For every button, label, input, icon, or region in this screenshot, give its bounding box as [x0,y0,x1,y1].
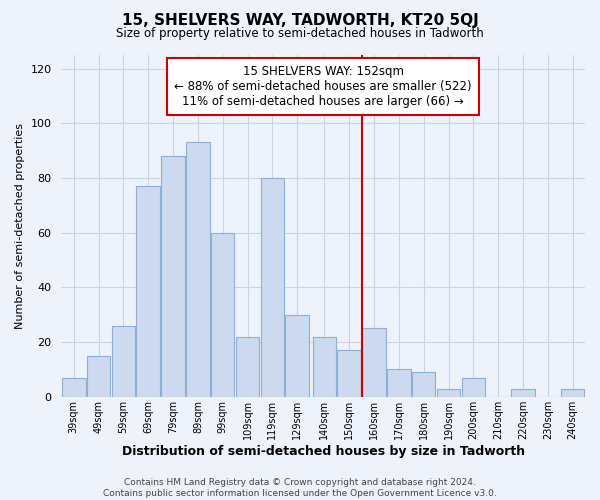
Bar [211,232,235,397]
Bar [437,388,460,397]
Bar [236,336,259,397]
Text: Size of property relative to semi-detached houses in Tadworth: Size of property relative to semi-detach… [116,28,484,40]
Bar [161,156,185,397]
Bar [62,378,86,397]
Text: 15, SHELVERS WAY, TADWORTH, KT20 5QJ: 15, SHELVERS WAY, TADWORTH, KT20 5QJ [122,12,478,28]
Bar [412,372,436,397]
Text: 15 SHELVERS WAY: 152sqm
← 88% of semi-detached houses are smaller (522)
11% of s: 15 SHELVERS WAY: 152sqm ← 88% of semi-de… [175,66,472,108]
Bar [387,370,410,397]
Bar [136,186,160,397]
Bar [286,315,309,397]
Bar [260,178,284,397]
Bar [362,328,386,397]
X-axis label: Distribution of semi-detached houses by size in Tadworth: Distribution of semi-detached houses by … [122,444,525,458]
Bar [561,388,584,397]
Text: Contains HM Land Registry data © Crown copyright and database right 2024.
Contai: Contains HM Land Registry data © Crown c… [103,478,497,498]
Bar [313,336,336,397]
Bar [337,350,361,397]
Bar [186,142,209,397]
Bar [461,378,485,397]
Y-axis label: Number of semi-detached properties: Number of semi-detached properties [15,123,25,329]
Bar [511,388,535,397]
Bar [112,326,135,397]
Bar [87,356,110,397]
